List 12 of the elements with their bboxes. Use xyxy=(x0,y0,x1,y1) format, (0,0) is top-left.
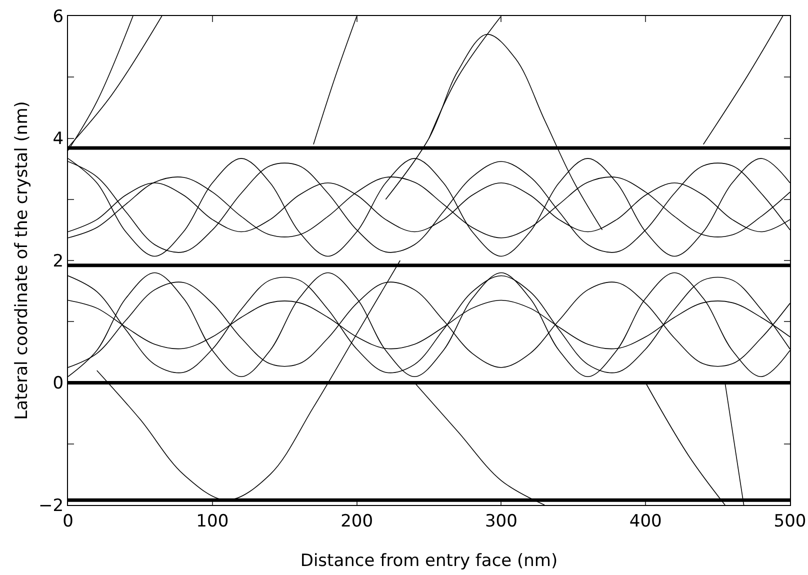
x-tick-label: 400 xyxy=(629,511,662,532)
y-tick-label: 6 xyxy=(52,6,64,27)
y-tick-label: 0 xyxy=(52,374,64,394)
x-tick-label: 500 xyxy=(774,511,806,532)
y-tick-label: 4 xyxy=(52,129,64,150)
x-tick-label: 300 xyxy=(484,511,518,532)
x-tick-label: 100 xyxy=(196,511,229,532)
y-tick-label: −2 xyxy=(38,496,64,516)
y-axis-title: Lateral coordinate of the crystal (nm) xyxy=(12,101,32,420)
x-tick-label: 200 xyxy=(340,511,374,532)
y-tick-label: 2 xyxy=(52,251,64,272)
x-axis-title: Distance from entry face (nm) xyxy=(300,551,558,571)
